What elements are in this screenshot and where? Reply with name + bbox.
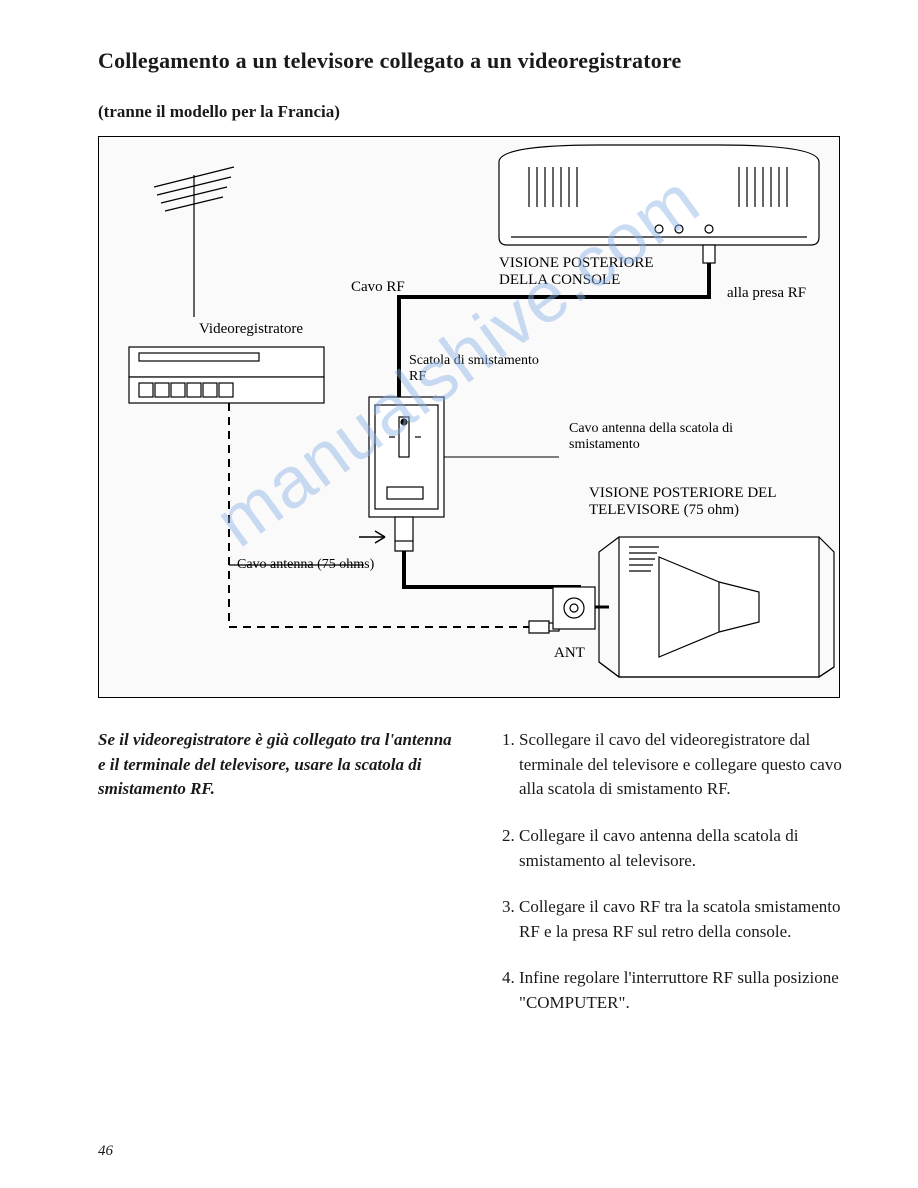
label-ant: ANT <box>554 645 585 662</box>
page-title: Collegamento a un televisore collegato a… <box>98 48 858 74</box>
steps-column: Scollegare il cavo del videoregistratore… <box>497 728 858 1038</box>
steps-list: Scollegare il cavo del videoregistratore… <box>497 728 858 1016</box>
wiring-diagram: Videoregistratore Cavo RF VISIONE POSTER… <box>98 136 840 698</box>
page-number: 46 <box>98 1143 113 1160</box>
step-item: Scollegare il cavo del videoregistratore… <box>519 728 858 802</box>
step-item: Collegare il cavo antenna della scatola … <box>519 824 858 873</box>
label-cavo-antenna-scatola: Cavo antenna della scatola di smistament… <box>569 421 733 453</box>
step-item: Collegare il cavo RF tra la scatola smis… <box>519 895 858 944</box>
label-visione-console: VISIONE POSTERIORE DELLA CONSOLE <box>499 255 654 290</box>
page-subtitle: (tranne il modello per la Francia) <box>98 102 858 122</box>
label-videoregistratore: Videoregistratore <box>199 321 303 338</box>
label-cavo-rf: Cavo RF <box>351 279 405 296</box>
label-scatola-rf: Scatola di smistamento RF <box>409 353 539 385</box>
step-item: Infine regolare l'interruttore RF sulla … <box>519 966 858 1015</box>
body-columns: Se il videoregistratore è già collegato … <box>98 728 858 1038</box>
label-alla-presa-rf: alla presa RF <box>727 285 806 302</box>
note-left: Se il videoregistratore è già collegato … <box>98 728 459 1038</box>
label-cavo-antenna-75: Cavo antenna (75 ohms) <box>237 557 374 573</box>
label-visione-tv: VISIONE POSTERIORE DEL TELEVISORE (75 oh… <box>589 485 777 520</box>
